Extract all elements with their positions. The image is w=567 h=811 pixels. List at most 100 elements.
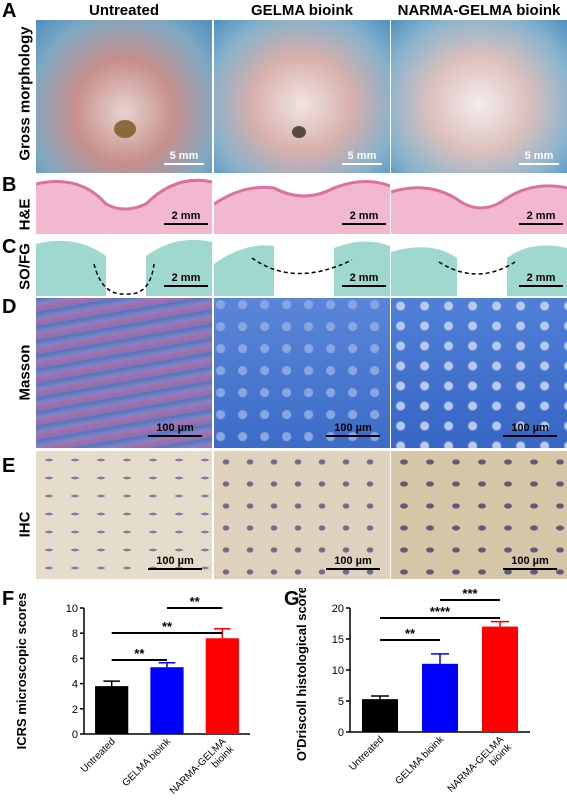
scale-text: 5 mm [524, 150, 554, 162]
scale-text: 2 mm [349, 210, 379, 222]
row-label-masson: Masson [16, 344, 34, 401]
y-tick-label: 8 [72, 628, 78, 640]
scale-text: 100 µm [156, 422, 194, 434]
sofg-section-untreated: 2 mm [36, 236, 212, 296]
sofg-section-gelma: 2 mm [214, 236, 390, 296]
column-header-gelma: GELMA bioink [251, 2, 353, 19]
he-tissue-shape [36, 178, 212, 234]
scale-text: 2 mm [171, 210, 201, 222]
significance-label: *** [462, 588, 478, 601]
x-tick-label: NARMA-GELMAbioink [446, 734, 515, 803]
panel-letter-g: G [284, 588, 300, 610]
row-label-gross-morphology: Gross morphology [16, 26, 34, 161]
chart-odriscoll: O'Driscoll histological scores 0 5 10 15 20 Un… [294, 588, 530, 803]
x-tick-label-line: GELMA bioink [121, 736, 174, 789]
scale-text: 100 µm [156, 555, 194, 567]
bar-3 [482, 626, 518, 732]
chart-icrs: ICRS microscopic scores 0 2 4 6 8 10 Untreated G… [14, 593, 250, 805]
scale-bar-gross-gelma: 5 mm [342, 150, 382, 165]
significance-label: ** [190, 594, 201, 609]
scale-bar-masson-untreated: 100 µm [148, 422, 202, 437]
sofg-tissue-shape [391, 245, 567, 296]
bar-2 [150, 667, 184, 734]
scale-bar-he-untreated: 2 mm [164, 210, 208, 225]
scale-bar-ihc-untreated: 100 µm [148, 555, 202, 570]
scale-bar-ihc-gelma: 100 µm [326, 555, 380, 570]
panel-letter-a: A [2, 0, 17, 22]
x-tick-label: GELMA bioink [121, 736, 174, 789]
scale-text: 2 mm [349, 272, 379, 284]
he-tissue-shape [391, 184, 567, 234]
y-tick-label: 0 [338, 727, 344, 739]
ihc-section-gelma: 100 µm [214, 451, 390, 579]
he-section-untreated: 2 mm [36, 174, 212, 234]
masson-section-untreated: 100 µm [36, 298, 212, 448]
scale-bar-masson-gelma: 100 µm [326, 422, 380, 437]
y-tick-label: 6 [72, 653, 78, 665]
x-tick-label: Untreated [79, 736, 118, 775]
scale-text: 100 µm [334, 555, 372, 567]
scale-bar-gross-untreated: 5 mm [164, 150, 204, 165]
significance-label: ** [134, 646, 145, 661]
x-tick-label: GELMA bioink [394, 734, 447, 787]
bar-3 [205, 638, 239, 734]
gross-photo-untreated: 5 mm [36, 20, 212, 173]
bar-2 [422, 663, 458, 732]
significance-label: ** [162, 619, 173, 634]
y-tick-label: 0 [72, 729, 78, 741]
y-axis-label: ICRS microscopic scores [14, 593, 29, 750]
scale-bar-ihc-narma: 100 µm [503, 555, 557, 570]
scale-bar-sofg-untreated: 2 mm [164, 272, 208, 287]
ihc-section-narma-gelma: 100 µm [391, 451, 567, 579]
gross-photo-narma-gelma: 5 mm [391, 20, 567, 173]
panel-letter-b: B [2, 174, 17, 196]
scale-bar-he-gelma: 2 mm [342, 210, 386, 225]
sofg-tissue-shape [214, 241, 390, 296]
row-label-sofg: SO/FG [16, 243, 34, 290]
x-tick-label-line: Untreated [79, 736, 118, 775]
column-header-untreated: Untreated [88, 2, 159, 19]
panel-letter-c: C [2, 236, 17, 258]
scale-bar-gross-narma: 5 mm [519, 150, 559, 165]
defect-spot [292, 126, 306, 138]
scale-text: 100 µm [334, 422, 372, 434]
x-tick-label: Untreated [347, 734, 386, 773]
scale-text: 2 mm [171, 272, 201, 284]
scale-text: 5 mm [169, 150, 199, 162]
panel-letter-e: E [2, 455, 16, 477]
y-tick-label: 4 [72, 679, 78, 691]
scale-bar-sofg-gelma: 2 mm [342, 272, 386, 287]
y-tick-label: 20 [332, 603, 344, 615]
x-tick-label-line: GELMA bioink [394, 734, 447, 787]
panel-letter-f: F [2, 588, 15, 610]
sofg-tissue-shape [36, 239, 212, 296]
he-section-gelma: 2 mm [214, 174, 390, 234]
bar-1 [362, 699, 398, 732]
masson-section-gelma: 100 µm [214, 298, 390, 448]
y-tick-label: 10 [332, 665, 344, 677]
sofg-section-narma-gelma: 2 mm [391, 236, 567, 296]
scale-text: 5 mm [347, 150, 377, 162]
bar-1 [95, 686, 129, 734]
y-tick-label: 15 [332, 634, 344, 646]
y-tick-label: 2 [72, 704, 78, 716]
scale-bar-masson-narma: 100 µm [503, 422, 557, 437]
he-tissue-shape [214, 180, 390, 234]
column-header-narma-gelma: NARMA-GELMA bioink [397, 2, 561, 19]
scale-text: 2 mm [526, 210, 556, 222]
scale-text: 2 mm [526, 272, 556, 284]
scale-text: 100 µm [511, 555, 549, 567]
scale-text: 100 µm [511, 422, 549, 434]
x-tick-label-line: Untreated [347, 734, 386, 773]
y-tick-label: 10 [66, 603, 78, 615]
significance-label: **** [430, 604, 451, 619]
panel-letter-d: D [2, 296, 17, 318]
y-axis-label: O'Driscoll histological scores [294, 588, 309, 761]
y-tick-label: 5 [338, 696, 344, 708]
masson-section-narma-gelma: 100 µm [391, 298, 567, 448]
ihc-section-untreated: 100 µm [36, 451, 212, 579]
scale-bar-he-narma: 2 mm [519, 210, 563, 225]
row-label-ihc: IHC [16, 511, 34, 538]
scale-bar-sofg-narma: 2 mm [519, 272, 563, 287]
x-tick-label: NARMA-GELMAbioink [168, 736, 237, 805]
